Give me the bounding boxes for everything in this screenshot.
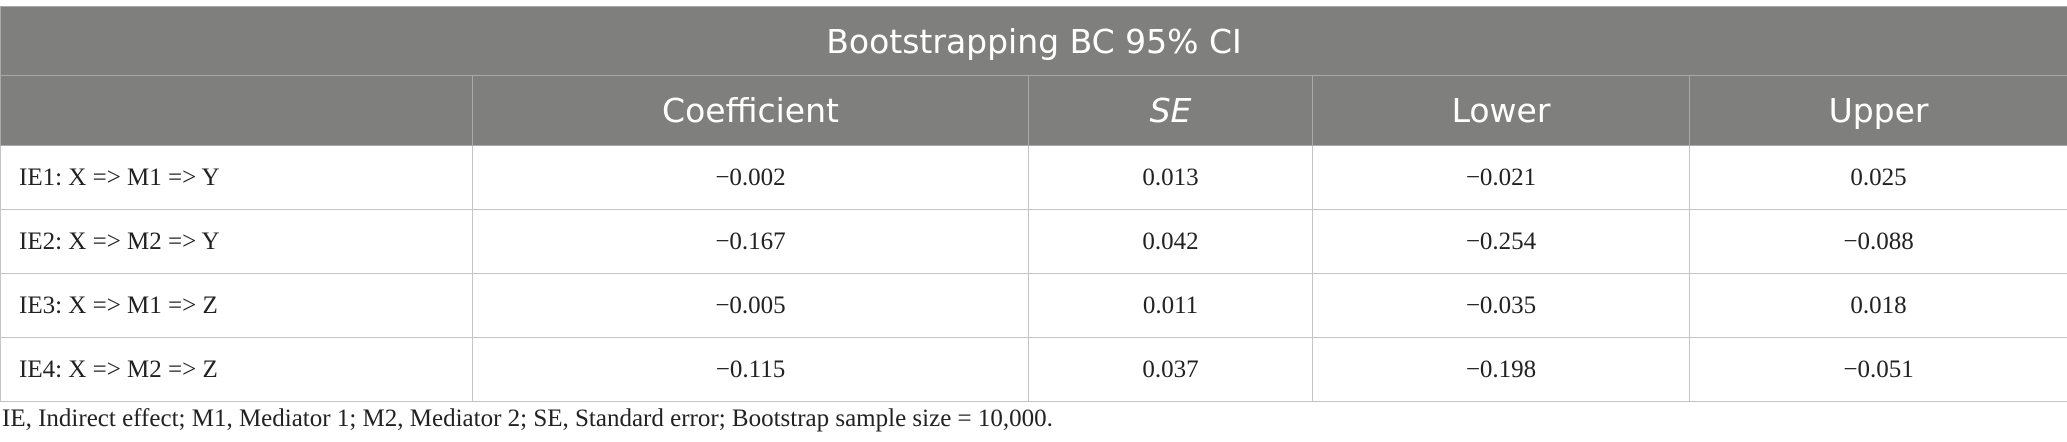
table-row: IE4: X => M2 => Z −0.115 0.037 −0.198 −0.051 [0,337,2067,402]
value-cell: −0.035 [1312,273,1690,338]
value-cell: −0.167 [472,209,1029,274]
value-cell: −0.198 [1312,337,1690,402]
value-cell: −0.051 [1688,337,2067,402]
value-cell: −0.021 [1312,145,1690,210]
row-label: IE4: X => M2 => Z [0,337,473,402]
table-row: IE1: X => M1 => Y −0.002 0.013 −0.021 0.025 [0,145,2067,210]
value-cell: 0.037 [1028,337,1313,402]
column-header: Coefficient [472,75,1029,146]
row-label: IE1: X => M1 => Y [0,145,473,210]
value-cell: 0.025 [1688,145,2067,210]
value-cell: −0.088 [1688,209,2067,274]
column-header: Lower [1312,75,1690,146]
row-label: IE2: X => M2 => Y [0,209,473,274]
value-cell: 0.018 [1688,273,2067,338]
value-cell: −0.005 [472,273,1029,338]
table-row: IE3: X => M1 => Z −0.005 0.011 −0.035 0.018 [0,273,2067,338]
value-cell: −0.115 [472,337,1029,402]
column-header: Upper [1688,75,2067,146]
table-title: Bootstrapping BC 95% CI [0,6,2067,76]
results-table: Bootstrapping BC 95% CI Coefficient SE Low… [0,6,2067,402]
footnote: IE, Indirect effect; M1, Mediator 1; M2,… [2,405,1053,432]
value-cell: −0.254 [1312,209,1690,274]
table-row: IE2: X => M2 => Y −0.167 0.042 −0.254 −0.088 [0,209,2067,274]
value-cell: −0.002 [472,145,1029,210]
value-cell: 0.011 [1028,273,1313,338]
column-header: SE [1028,75,1313,146]
value-cell: 0.042 [1028,209,1313,274]
value-cell: 0.013 [1028,145,1313,210]
header-cell [0,75,473,146]
row-label: IE3: X => M1 => Z [0,273,473,338]
